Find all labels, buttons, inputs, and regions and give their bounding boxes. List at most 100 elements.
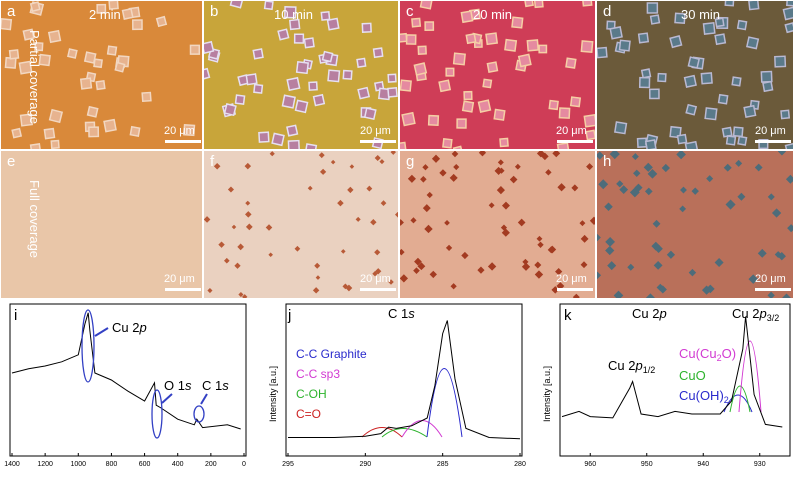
panel-b-flake — [263, 1, 274, 11]
row-label-full: Full coverage — [27, 180, 42, 259]
panel-b-flake — [320, 10, 331, 21]
panel-d-flake — [676, 133, 688, 145]
panel-g-scale-text: 20 μm — [556, 273, 587, 285]
panel-d-flake — [609, 26, 623, 40]
panel-b-flake — [204, 67, 211, 81]
panel-f-flake — [242, 294, 248, 298]
panel-d-flake — [786, 1, 793, 7]
panel-f-flake — [268, 252, 273, 258]
x-tick-label: 400 — [172, 461, 184, 468]
panel-b-time: 10 min — [274, 7, 314, 22]
panel-b-flake — [294, 99, 309, 114]
panel-c-flake — [482, 78, 493, 89]
panel-c-flake — [580, 40, 594, 53]
panel-c-time: 20 min — [473, 7, 513, 22]
panel-c-flake — [556, 142, 570, 149]
panel-d-flake — [649, 14, 661, 25]
panel-f-flake — [355, 216, 361, 222]
x-tick-label: 1000 — [70, 461, 86, 468]
c1s-highlight-ellipse — [193, 405, 205, 423]
panel-b-flake — [284, 6, 297, 19]
panel-d-flake — [745, 36, 760, 50]
panel-b-flake — [245, 73, 258, 86]
plot-k-spectrum-line — [561, 316, 783, 428]
panel-a-flake — [29, 143, 42, 149]
panel-a-flake — [103, 118, 117, 133]
panel-b-image — [204, 1, 398, 149]
panel-b-flake — [277, 28, 290, 41]
panel-b-flake — [281, 94, 296, 109]
panel-d-flake — [618, 39, 631, 52]
o1s-arrow — [161, 393, 173, 404]
panel-h-flake — [627, 263, 635, 271]
panel-h-image — [597, 151, 793, 298]
panel-a-scale-text: 20 μm — [164, 125, 195, 137]
peak-c-o — [361, 427, 403, 438]
panel-h-flake — [643, 162, 653, 172]
panel-f-scale-text: 20 μm — [360, 273, 391, 285]
panel-c-flake — [401, 111, 416, 127]
panel-a-flake — [34, 41, 44, 52]
panel-b-flake — [308, 81, 318, 91]
panel-d-letter: d — [603, 3, 612, 20]
panel-a-flake — [86, 105, 99, 118]
x-tick-label: 1200 — [37, 461, 53, 468]
panel-d-scale-text: 20 μm — [755, 125, 786, 137]
panel-c-flake — [486, 61, 499, 73]
panel-f-flake — [345, 284, 353, 292]
panel-g-flake — [449, 173, 458, 182]
panel-g-flake — [417, 262, 426, 271]
panel-c-flake — [405, 34, 417, 45]
xps-survey-plot: i 1400 1200 1000 800 600 400 200 0 Cu 2p O 1s C… — [0, 300, 260, 486]
panel-h-flake — [613, 290, 624, 298]
panel-f-flake — [394, 211, 398, 218]
panel-b-flake — [357, 86, 371, 100]
panel-c-flake — [417, 45, 427, 55]
panel-c-flake — [565, 57, 577, 69]
panel-b-flake — [286, 76, 301, 92]
x-tick-label: 285 — [437, 461, 449, 468]
panel-d-flake — [748, 1, 760, 11]
x-tick-label: 290 — [359, 461, 371, 468]
panel-d-flake — [684, 140, 699, 149]
panel-f-flake — [319, 168, 327, 175]
annotation-o1s: O 1s — [164, 378, 192, 393]
panel-c-flake — [400, 32, 408, 43]
panel-c-flake — [517, 53, 532, 68]
panel-g-flake — [400, 219, 404, 226]
panel-b-flake — [204, 40, 215, 55]
panel-c-flake — [463, 90, 473, 101]
panel-i-letter: i — [14, 307, 17, 324]
panel-d-flake — [732, 126, 744, 138]
panel-g-flake — [426, 191, 433, 199]
panel-a-flake — [1, 17, 13, 31]
panel-c-flake — [411, 17, 422, 28]
panel-b-flake — [387, 87, 398, 98]
x-tick-label: 0 — [242, 461, 246, 468]
panel-f-flake — [207, 288, 213, 294]
panel-d-flake — [597, 46, 608, 59]
panel-d-flake — [717, 93, 729, 105]
panel-f-flake — [312, 287, 320, 294]
panel-c-flake — [558, 107, 571, 119]
panel-d-flake — [638, 76, 651, 89]
panel-b-flake — [253, 83, 264, 94]
panel-c-flake — [523, 1, 534, 8]
panel-d-flake — [714, 33, 727, 46]
panel-d-flake — [784, 22, 793, 34]
plot-j-frame — [285, 303, 523, 457]
panel-g-flake — [414, 257, 422, 266]
panel-g-scale-bar — [557, 288, 593, 291]
legend-j-item: C-OH — [296, 387, 327, 401]
panel-d-flake — [669, 35, 683, 49]
panel-d-flake — [743, 104, 757, 119]
panel-c-flake — [438, 79, 452, 93]
panel-e-scale-text: 20 μm — [164, 273, 195, 285]
cu2p-highlight-ellipse — [81, 309, 95, 383]
panel-a-scale-bar — [165, 140, 201, 143]
panel-a-flake — [22, 28, 35, 41]
panel-c-flake — [419, 1, 434, 10]
panel-b-flake — [223, 103, 237, 117]
panel-b-flake — [258, 131, 270, 143]
panel-h-scale-text: 20 μm — [755, 273, 786, 285]
